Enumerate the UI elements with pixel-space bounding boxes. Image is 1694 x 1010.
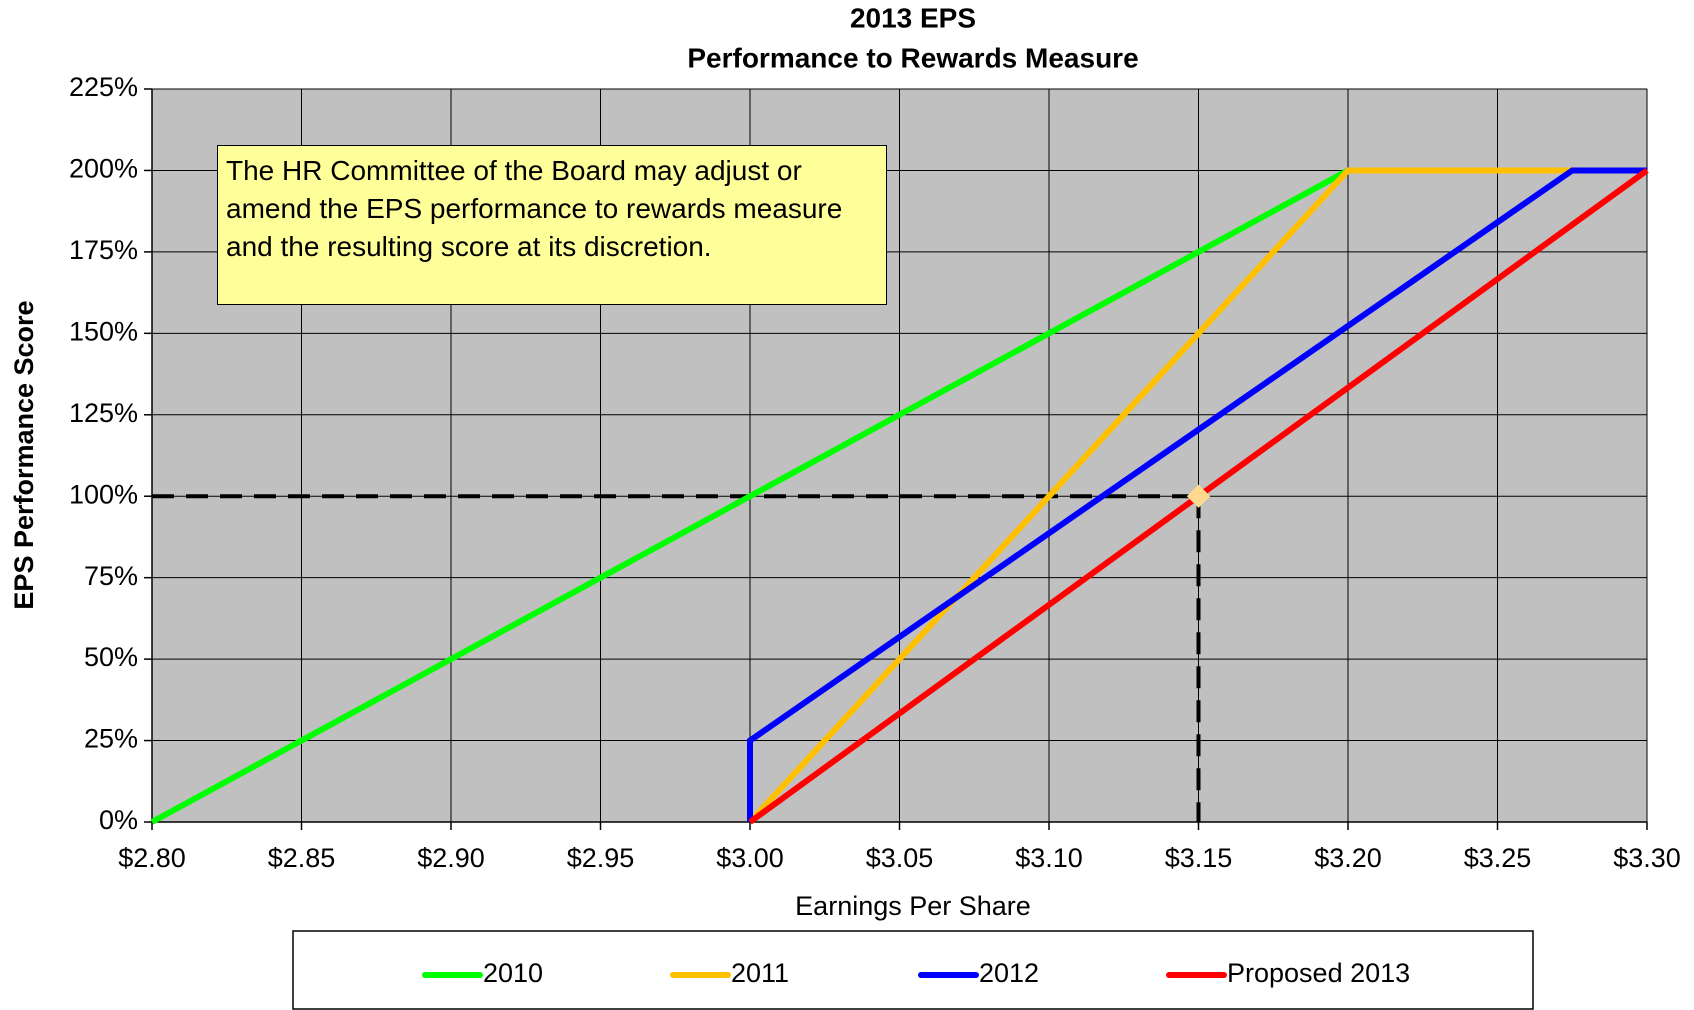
series-line — [150, 167, 1350, 825]
x-tick-label: $3.05 — [866, 843, 934, 873]
x-tick-label: $3.15 — [1165, 843, 1233, 873]
y-tick-label: 75% — [84, 561, 138, 591]
y-tick-label: 25% — [84, 724, 138, 754]
x-tick-label: $2.95 — [567, 843, 635, 873]
y-axis-title: EPS Performance Score — [9, 300, 39, 609]
annotation: The HR Committee of the Board may adjust… — [217, 145, 887, 305]
y-tick-label: 200% — [69, 154, 138, 184]
y-tick-label: 100% — [69, 479, 138, 509]
legend-label: 2010 — [483, 958, 543, 988]
y-tick-label: 50% — [84, 642, 138, 672]
x-tick-label: $3.10 — [1015, 843, 1083, 873]
x-tick-label: $2.90 — [417, 843, 485, 873]
x-tick-label: $2.80 — [118, 843, 186, 873]
y-tick-label: 225% — [69, 72, 138, 102]
x-axis-title: Earnings Per Share — [795, 891, 1031, 921]
y-tick-label: 125% — [69, 398, 138, 428]
x-tick-label: $3.20 — [1314, 843, 1382, 873]
legend — [292, 930, 1534, 1010]
x-tick-label: $3.30 — [1613, 843, 1681, 873]
y-tick-label: 0% — [99, 805, 138, 835]
legend-label: 2011 — [731, 958, 789, 988]
chart-subtitle: Performance to Rewards Measure — [687, 42, 1138, 73]
y-tick-label: 150% — [69, 316, 138, 346]
legend-label: Proposed 2013 — [1227, 958, 1410, 988]
x-tick-label: $3.25 — [1464, 843, 1532, 873]
y-tick-label: 175% — [69, 235, 138, 265]
x-tick-label: $2.85 — [268, 843, 336, 873]
legend-label: 2012 — [979, 958, 1039, 988]
target-marker — [1186, 484, 1211, 508]
x-tick-label: $3.00 — [716, 843, 784, 873]
series-line — [747, 167, 1647, 822]
chart-title: 2013 EPS — [850, 2, 976, 33]
